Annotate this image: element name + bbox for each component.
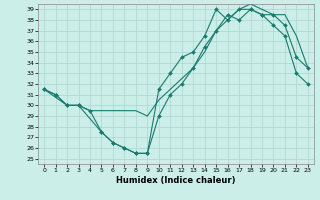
X-axis label: Humidex (Indice chaleur): Humidex (Indice chaleur) [116,176,236,185]
